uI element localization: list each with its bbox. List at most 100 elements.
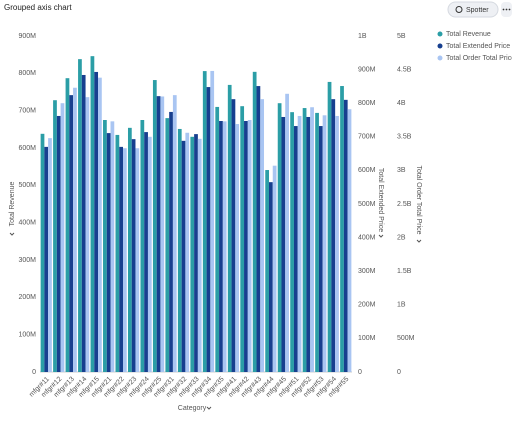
bar xyxy=(310,107,314,373)
y3-tick-label: 1B xyxy=(397,302,406,309)
y3-tick-label: 2.5B xyxy=(397,201,412,208)
y2-tick-label: 100M xyxy=(358,335,376,342)
y-tick-label: 500M xyxy=(18,182,36,189)
bar xyxy=(69,95,74,373)
spotter-icon xyxy=(455,6,463,13)
y-tick-label: 700M xyxy=(18,108,36,115)
bar xyxy=(156,96,161,373)
bar xyxy=(122,148,127,372)
bar xyxy=(103,120,107,372)
bar xyxy=(140,120,145,372)
chart-title: Grouped axis chart xyxy=(4,3,72,12)
y2-tick-label: 200M xyxy=(358,302,376,309)
y3-tick-label: 1.5B xyxy=(397,268,412,275)
y-tick-label: 300M xyxy=(18,257,36,264)
bar xyxy=(272,165,277,372)
y3-tick-label: 0 xyxy=(397,369,401,376)
y-axis-title: Total Revenue xyxy=(9,182,16,227)
y2-tick-label: 300M xyxy=(358,268,376,275)
bar xyxy=(215,106,220,372)
x-title-chevron xyxy=(206,406,212,410)
bar xyxy=(106,133,111,372)
legend-swatch xyxy=(437,31,443,37)
legend-label: Total Order Total Price xyxy=(446,55,512,62)
legend-label: Total Revenue xyxy=(446,31,491,38)
y2-tick-label: 800M xyxy=(358,100,376,107)
bar xyxy=(252,71,257,372)
bar xyxy=(285,93,289,373)
legend-label: Total Extended Price xyxy=(446,43,510,50)
y-tick-label: 200M xyxy=(18,294,36,301)
bar xyxy=(90,56,95,372)
bar xyxy=(60,103,65,372)
y3-title-chevron xyxy=(416,239,422,243)
bar xyxy=(127,127,132,372)
y2-tick-label: 0 xyxy=(358,369,362,376)
y2-tick-label: 1B xyxy=(358,33,367,40)
bar xyxy=(315,112,319,372)
bar xyxy=(73,87,77,372)
spotter-label[interactable]: Spotter xyxy=(466,7,489,14)
bar xyxy=(194,134,198,372)
bar xyxy=(340,86,344,372)
bar xyxy=(331,99,336,372)
bar xyxy=(244,121,248,373)
y-tick-label: 0 xyxy=(32,369,36,376)
bar xyxy=(281,116,286,372)
bar xyxy=(56,115,61,372)
y3-axis-title: Total Order Total Price xyxy=(415,165,422,234)
legend-swatch xyxy=(437,43,443,49)
bar xyxy=(131,139,136,372)
bar xyxy=(290,112,294,372)
bar xyxy=(318,126,323,372)
bar xyxy=(177,128,182,372)
bar xyxy=(65,78,70,372)
bar xyxy=(110,121,115,373)
spotter-button[interactable] xyxy=(447,1,499,18)
bar xyxy=(160,96,165,372)
bar xyxy=(210,70,215,372)
bar xyxy=(219,121,223,373)
bar xyxy=(327,81,332,373)
y3-tick-label: 2B xyxy=(397,234,406,241)
bar xyxy=(231,99,236,372)
y3-tick-label: 3.5B xyxy=(397,134,412,141)
bar xyxy=(185,132,190,372)
y-tick-label: 900M xyxy=(18,33,36,40)
bar xyxy=(247,120,252,372)
y3-tick-label: 4.5B xyxy=(397,66,412,73)
bar xyxy=(119,146,123,372)
bar xyxy=(277,103,282,372)
bar xyxy=(81,74,86,372)
x-axis-title: Category xyxy=(178,405,207,412)
y2-tick-label: 900M xyxy=(358,66,376,73)
bar xyxy=(269,182,273,372)
bar xyxy=(256,86,261,373)
bar xyxy=(265,170,270,372)
more-icon xyxy=(502,8,511,11)
bar xyxy=(197,138,202,372)
y-tick-label: 400M xyxy=(18,220,36,227)
bar xyxy=(40,133,45,372)
bar xyxy=(240,106,245,372)
bar xyxy=(152,80,157,372)
bar xyxy=(181,140,186,372)
y-tick-label: 800M xyxy=(18,70,36,77)
y2-axis-title: Total Extended Price xyxy=(377,168,384,232)
bar xyxy=(202,71,207,373)
y3-tick-label: 4B xyxy=(397,100,406,107)
bar xyxy=(322,115,327,373)
bar xyxy=(190,136,195,372)
y-tick-label: 600M xyxy=(18,145,36,152)
bar xyxy=(94,71,99,373)
bar xyxy=(78,59,82,372)
bar xyxy=(206,87,211,373)
bar xyxy=(165,118,170,372)
bar xyxy=(335,115,339,372)
bar xyxy=(44,146,49,372)
bar xyxy=(306,116,311,372)
bar xyxy=(235,124,240,372)
bar xyxy=(144,132,148,372)
